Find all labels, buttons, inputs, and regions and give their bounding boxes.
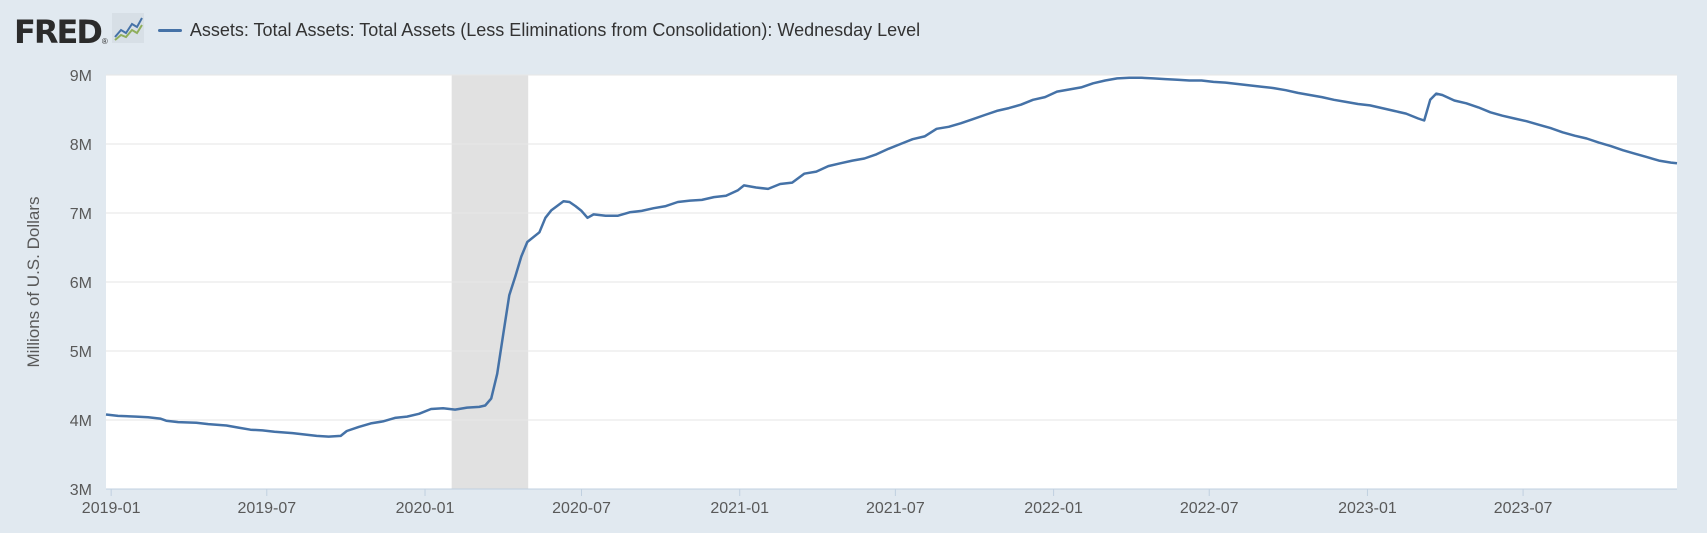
x-tick-label: 2021-07 <box>866 500 925 517</box>
chart-header: FRED ® Assets: Total Assets: Total Asset… <box>14 12 920 48</box>
x-tick-label: 2023-01 <box>1338 500 1397 517</box>
y-tick-label: 8M <box>70 137 92 154</box>
gridlines <box>106 74 1677 421</box>
x-tick-label: 2019-01 <box>82 500 141 517</box>
series-line-layer <box>105 76 1678 438</box>
fred-logo[interactable]: FRED ® <box>14 12 144 48</box>
y-axis: 3M 4M 5M 6M 7M 8M 9M <box>70 68 92 499</box>
registered-mark: ® <box>101 37 108 46</box>
x-tick-label: 2023-07 <box>1494 500 1553 517</box>
x-tick-label: 2020-07 <box>552 500 611 517</box>
x-tick-label: 2019-07 <box>237 500 296 517</box>
y-tick-label: 3M <box>70 482 92 499</box>
x-tick-label: 2020-01 <box>396 500 455 517</box>
x-axis: 2019-01 2019-07 2020-01 2020-07 2021-01 2021-… <box>82 488 1677 517</box>
legend-label[interactable]: Assets: Total Assets: Total Assets (Less… <box>189 19 921 40</box>
y-axis-title: Millions of U.S. Dollars <box>24 197 43 368</box>
y-tick-label: 5M <box>70 344 92 361</box>
legend-line-swatch <box>157 28 182 32</box>
series-line[interactable] <box>105 76 1678 438</box>
x-tick-label: 2022-01 <box>1024 500 1083 517</box>
legend: Assets: Total Assets: Total Assets (Less… <box>157 19 921 41</box>
y-tick-label: 7M <box>70 206 92 223</box>
y-tick-label: 9M <box>70 68 92 85</box>
x-tick-label: 2022-07 <box>1180 500 1239 517</box>
fred-logo-text: FRED <box>14 13 103 51</box>
y-tick-label: 4M <box>70 413 92 430</box>
x-tick-label: 2021-01 <box>710 500 769 517</box>
y-tick-label: 6M <box>70 275 92 292</box>
chart-logo-icon <box>111 13 144 48</box>
